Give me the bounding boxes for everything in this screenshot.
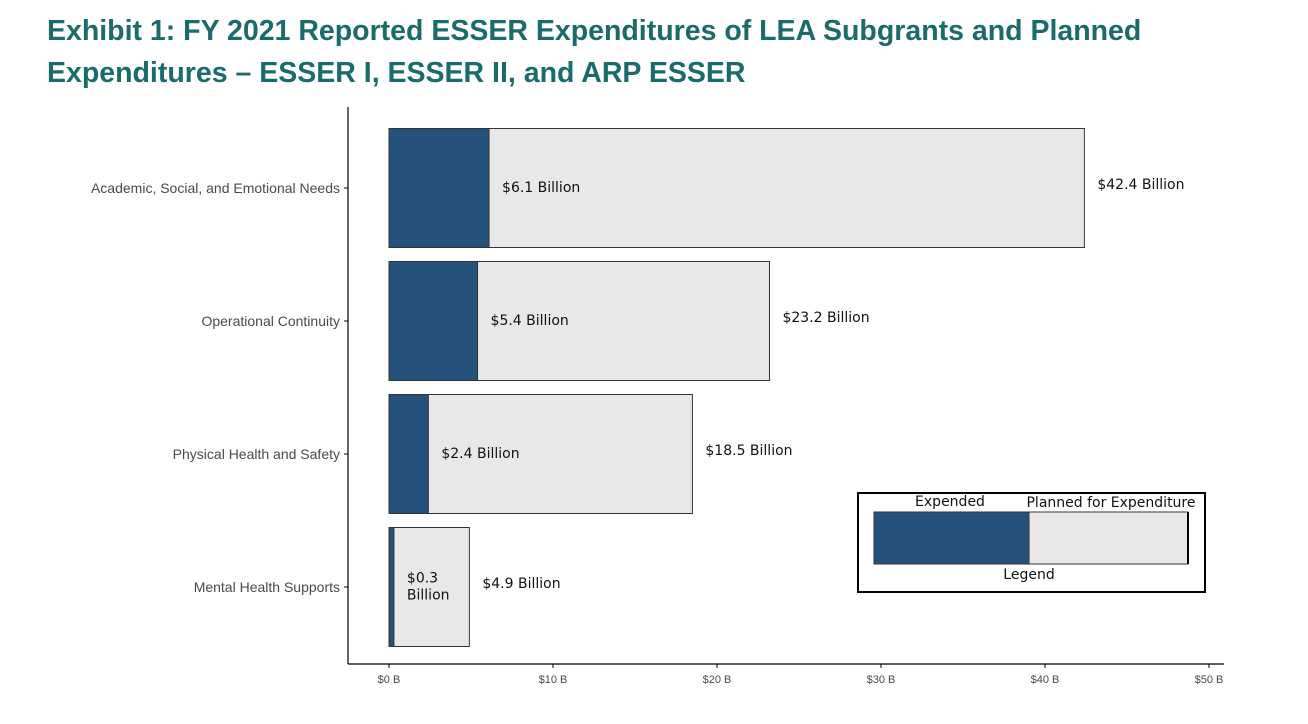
expended-bar [388,527,395,647]
expended-bar [388,128,490,248]
category-label: Operational Continuity [201,313,340,329]
category-label: Mental Health Supports [194,579,340,595]
legend-expended-swatch [873,511,1030,565]
planned-bar [388,128,1085,248]
expended-data-label: $5.4 Billion [491,313,569,329]
expended-data-label: Billion [407,588,450,604]
legend-planned-label: Planned for Expenditure [1026,495,1195,511]
planned-data-label: $42.4 Billion [1097,177,1184,193]
title-line-2: Expenditures – ESSER I, ESSER II, and AR… [47,57,746,89]
expended-data-label: $2.4 Billion [441,446,519,462]
x-tick-label: $40 B [1031,674,1060,686]
category-label: Academic, Social, and Emotional Needs [91,180,340,196]
planned-data-label: $18.5 Billion [705,443,792,459]
title-line-1: Exhibit 1: FY 2021 Reported ESSER Expend… [47,15,1142,47]
planned-data-label: $23.2 Billion [782,310,869,326]
legend-expended-label: Expended [915,494,985,510]
category-label: Physical Health and Safety [173,446,340,462]
x-tick-label: $0 B [378,674,401,686]
page-title: Exhibit 1: FY 2021 Reported ESSER Expend… [47,10,1277,94]
expended-bar [388,394,429,514]
legend-title: Legend [1003,567,1054,583]
x-tick-label: $10 B [539,674,568,686]
x-tick-label: $50 B [1195,674,1224,686]
planned-data-label: $4.9 Billion [482,576,560,592]
planned-bar [388,527,470,647]
expended-data-label: $6.1 Billion [502,180,580,196]
x-tick-label: $20 B [703,674,732,686]
expended-bar [388,261,479,381]
planned-bar [388,394,693,514]
expended-data-label: $0.3 [407,571,438,587]
x-tick-label: $30 B [867,674,896,686]
